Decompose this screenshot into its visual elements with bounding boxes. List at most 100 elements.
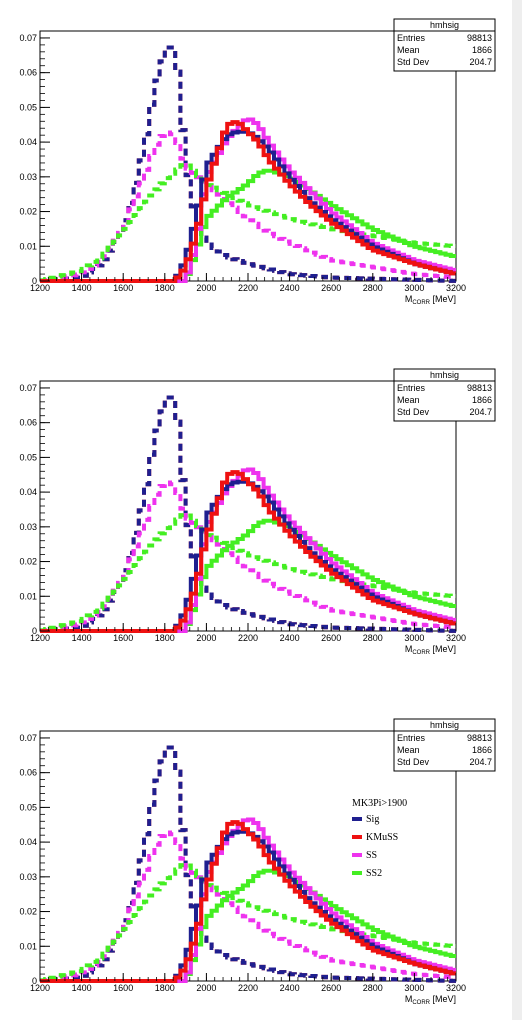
histogram-panel-1: 0 0.01 0.02 0.03 0.04 0.05 0.06 0.07 1200 1400 160…	[19, 18, 496, 306]
x-tick-label: 1600	[113, 283, 133, 293]
x-tick-label: 2000	[196, 633, 216, 643]
x-tick-label: 2600	[321, 283, 341, 293]
y-tick-label: 0.01	[19, 591, 37, 601]
stats-value-entries: 98813	[467, 733, 492, 743]
x-tick-label: 2000	[196, 983, 216, 993]
stats-value-std-dev: 204.7	[469, 407, 492, 417]
x-tick-label: 2200	[238, 283, 258, 293]
stats-value-mean: 1866	[472, 395, 492, 405]
stats-label-mean: Mean	[397, 745, 420, 755]
legend-entry-ss: SS	[366, 850, 377, 861]
y-tick-label: 0.04	[19, 837, 37, 847]
x-tick-label: 2200	[238, 633, 258, 643]
x-tick-label: 3200	[446, 283, 466, 293]
histogram-canvas: 0 0.01 0.02 0.03 0.04 0.05 0.06 0.07 1200 1400 160…	[19, 18, 496, 1006]
y-tick-label: 0	[32, 276, 37, 286]
x-axis-title: MCORR [MeV]	[405, 294, 456, 306]
legend-entry-kmuss: KMuSS	[366, 832, 398, 843]
stats-label-entries: Entries	[397, 733, 426, 743]
x-tick-label: 3000	[404, 983, 424, 993]
x-tick-label: 1200	[30, 983, 50, 993]
x-tick-label: 2000	[196, 283, 216, 293]
y-tick-label: 0.05	[19, 452, 37, 462]
x-tick-label: 3000	[404, 283, 424, 293]
stats-box: hmhsig Entries 98813 Mean 1866 Std Dev 204.7	[393, 18, 496, 72]
y-tick-label: 0.05	[19, 802, 37, 812]
x-tick-label: 1200	[30, 283, 50, 293]
x-tick-label: 2400	[280, 283, 300, 293]
x-tick-label: 1200	[30, 633, 50, 643]
y-tick-label: 0.02	[19, 907, 37, 917]
x-axis-title: MCORR [MeV]	[405, 994, 456, 1006]
x-tick-label: 2600	[321, 633, 341, 643]
legend-entry-sig: Sig	[366, 814, 379, 825]
y-tick-label: 0.02	[19, 207, 37, 217]
x-tick-label: 2200	[238, 983, 258, 993]
x-tick-label: 1600	[113, 983, 133, 993]
y-tick-label: 0.03	[19, 172, 37, 182]
y-tick-label: 0.06	[19, 68, 37, 78]
x-tick-label: 2600	[321, 983, 341, 993]
stats-value-std-dev: 204.7	[469, 757, 492, 767]
y-tick-label: 0.02	[19, 557, 37, 567]
stats-value-entries: 98813	[467, 383, 492, 393]
stats-box: hmhsig Entries 98813 Mean 1866 Std Dev 204.7	[393, 368, 496, 422]
stats-box: hmhsig Entries 98813 Mean 1866 Std Dev 204.7	[393, 718, 496, 772]
y-tick-label: 0.04	[19, 137, 37, 147]
x-tick-label: 3200	[446, 983, 466, 993]
scrollbar-track[interactable]	[512, 0, 522, 1020]
y-tick-label: 0.01	[19, 241, 37, 251]
y-tick-label: 0.06	[19, 418, 37, 428]
stats-value-mean: 1866	[472, 745, 492, 755]
stats-label-std-dev: Std Dev	[397, 757, 430, 767]
x-tick-label: 2800	[363, 983, 383, 993]
y-tick-label: 0.07	[19, 33, 37, 43]
x-tick-label: 1400	[72, 283, 92, 293]
x-tick-label: 3000	[404, 633, 424, 643]
x-tick-label: 1400	[72, 633, 92, 643]
stats-box-frame	[393, 368, 496, 422]
y-tick-label: 0.05	[19, 102, 37, 112]
stats-box-title: hmhsig	[430, 20, 459, 30]
y-tick-label: 0	[32, 626, 37, 636]
y-tick-label: 0.04	[19, 487, 37, 497]
stats-box-frame	[393, 718, 496, 772]
histogram-panel-3: 0 0.01 0.02 0.03 0.04 0.05 0.06 0.07 1200 1400 160…	[19, 718, 496, 1006]
x-tick-label: 1600	[113, 633, 133, 643]
legend-entry-ss2: SS2	[366, 868, 382, 879]
stats-value-mean: 1866	[472, 45, 492, 55]
y-tick-label: 0.07	[19, 383, 37, 393]
stats-label-mean: Mean	[397, 395, 420, 405]
series-ss2-dashed	[40, 513, 456, 633]
histogram-panel-2: 0 0.01 0.02 0.03 0.04 0.05 0.06 0.07 1200 1400 160…	[19, 368, 496, 656]
stats-box-title: hmhsig	[430, 720, 459, 730]
stats-label-mean: Mean	[397, 45, 420, 55]
x-tick-label: 2400	[280, 633, 300, 643]
x-tick-label: 3200	[446, 633, 466, 643]
stats-value-entries: 98813	[467, 33, 492, 43]
legend-title: MK3Pi>1900	[352, 798, 407, 809]
series-ss2-dashed	[40, 163, 456, 283]
x-tick-label: 2800	[363, 283, 383, 293]
x-tick-label: 1400	[72, 983, 92, 993]
stats-box-title: hmhsig	[430, 370, 459, 380]
stats-box-frame	[393, 18, 496, 72]
legend: MK3Pi>1900 Sig KMuSS SS SS2	[352, 798, 407, 879]
y-tick-label: 0.07	[19, 733, 37, 743]
x-tick-label: 1800	[155, 283, 175, 293]
y-tick-label: 0.03	[19, 872, 37, 882]
y-tick-label: 0.06	[19, 768, 37, 778]
stats-label-std-dev: Std Dev	[397, 407, 430, 417]
x-tick-label: 2400	[280, 983, 300, 993]
stats-label-entries: Entries	[397, 383, 426, 393]
y-tick-label: 0.03	[19, 522, 37, 532]
x-tick-label: 1800	[155, 633, 175, 643]
y-tick-label: 0.01	[19, 941, 37, 951]
x-axis-title: MCORR [MeV]	[405, 644, 456, 656]
series-ss2-dashed	[40, 863, 456, 983]
stats-label-std-dev: Std Dev	[397, 57, 430, 67]
x-tick-label: 2800	[363, 633, 383, 643]
x-tick-label: 1800	[155, 983, 175, 993]
stats-value-std-dev: 204.7	[469, 57, 492, 67]
